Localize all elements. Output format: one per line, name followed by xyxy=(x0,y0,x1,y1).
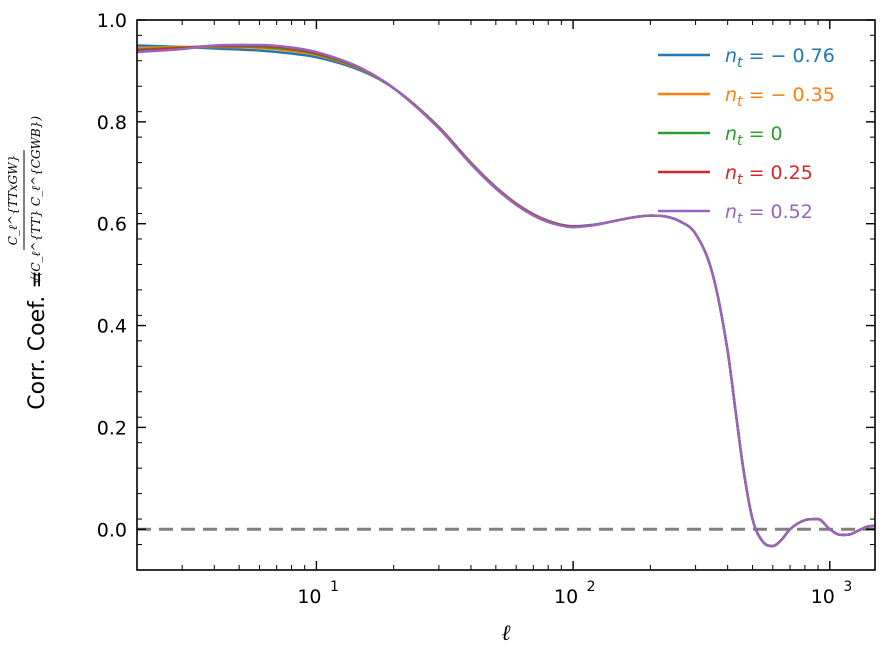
legend-label-subscript: t xyxy=(737,211,743,227)
legend-label-1: nt = − 0.76 xyxy=(725,45,835,71)
series-line-4 xyxy=(136,44,876,548)
axis-ticks: 0.0 0.2 0.4 0.6 0.8 1.0 10 1 10 2 10 3 xyxy=(97,10,875,608)
legend-label-value: = − 0.35 xyxy=(743,84,835,106)
y-tick-label: 0.6 xyxy=(97,214,127,236)
series-line-1 xyxy=(136,44,876,548)
series-line-3 xyxy=(136,45,876,548)
plot-area xyxy=(136,43,876,548)
legend-label-subscript: t xyxy=(737,94,743,110)
x-axis-label: ℓ xyxy=(501,621,511,646)
legend-label-symbol: n xyxy=(725,84,737,106)
series-line-5 xyxy=(136,43,876,548)
y-tick-label: 0.4 xyxy=(97,316,127,338)
x-tick-label: 10 xyxy=(297,586,321,608)
y-tick-label: 0.2 xyxy=(97,417,127,439)
legend-label-subscript: t xyxy=(737,172,743,188)
legend-label-value: = 0 xyxy=(743,123,783,145)
y-axis-label-denominator: √(C_ℓ^{TT} C_ℓ^{CGWB}) xyxy=(29,116,43,284)
y-tick-label: 0.8 xyxy=(97,112,127,134)
legend-label-3: nt = 0 xyxy=(725,123,783,149)
legend-label-value: = − 0.76 xyxy=(743,45,835,67)
legend-label-value: = 0.52 xyxy=(743,201,813,223)
legend-label-subscript: t xyxy=(737,133,743,149)
x-tick-label-exponent: 3 xyxy=(843,579,852,595)
y-tick-label: 1.0 xyxy=(97,10,127,32)
series-line-2 xyxy=(136,45,876,548)
legend-label-symbol: n xyxy=(725,201,737,223)
legend-label-value: = 0.25 xyxy=(743,162,813,184)
y-axis-label-text: Corr. Coef. = xyxy=(25,270,50,409)
x-tick-label: 10 xyxy=(554,586,578,608)
y-tick-label: 0.0 xyxy=(97,519,127,541)
legend-label-4: nt = 0.25 xyxy=(725,162,813,188)
legend-label-symbol: n xyxy=(725,123,737,145)
y-axis-label: Corr. Coef. = C_ℓ^{TTxGW} √(C_ℓ^{TT} C_ℓ… xyxy=(6,116,50,410)
legend-label-subscript: t xyxy=(737,55,743,71)
y-axis-label-numerator: C_ℓ^{TTxGW} xyxy=(6,155,20,245)
legend-label-5: nt = 0.52 xyxy=(725,201,813,227)
x-tick-label-exponent: 1 xyxy=(330,579,339,595)
plot-frame xyxy=(136,19,876,571)
legend-label-symbol: n xyxy=(725,162,737,184)
axis-labels: ℓ Corr. Coef. = C_ℓ^{TTxGW} √(C_ℓ^{TT} C… xyxy=(6,116,511,646)
x-tick-label-exponent: 2 xyxy=(587,579,596,595)
legend-label-symbol: n xyxy=(725,45,737,67)
x-tick-label: 10 xyxy=(811,586,835,608)
legend-label-2: nt = − 0.35 xyxy=(725,84,835,110)
